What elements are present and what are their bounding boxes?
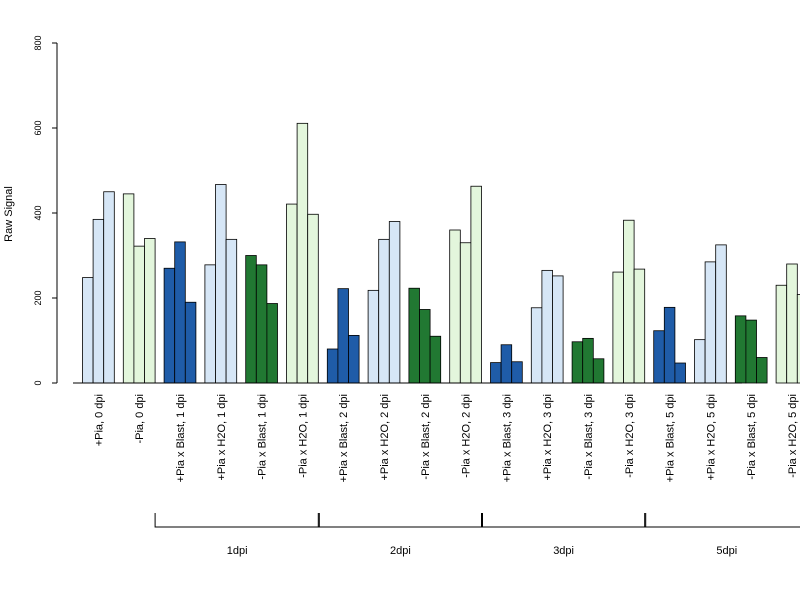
bar: [695, 340, 706, 383]
bar: [246, 256, 257, 384]
category-label: -Pia x H2O, 1 dpi: [297, 394, 309, 478]
bar: [83, 278, 94, 383]
category-label: -Pia x Blast, 1 dpi: [257, 394, 269, 480]
bar: [553, 276, 564, 383]
bar: [501, 345, 512, 383]
group-bracket: [155, 513, 319, 527]
bar: [389, 222, 400, 384]
category-label: +Pia x H2O, 3 dpi: [542, 394, 554, 481]
category-label: -Pia x H2O, 3 dpi: [624, 394, 636, 478]
bar: [308, 214, 319, 383]
category-label: +Pia x Blast, 3 dpi: [501, 394, 513, 482]
bars: [83, 123, 800, 383]
bar: [327, 349, 338, 383]
bar: [613, 272, 624, 383]
bar: [287, 204, 298, 383]
bar: [205, 265, 216, 383]
bar: [664, 307, 675, 383]
category-label: -Pia x Blast, 2 dpi: [420, 394, 432, 480]
bar: [297, 123, 308, 383]
y-tick-label: 400: [33, 205, 43, 220]
bar: [267, 304, 278, 383]
bar: [134, 246, 145, 383]
category-labels: +Pia, 0 dpi -Pia, 0 dpi +Pia x Blast, 1 dp…: [93, 394, 799, 482]
bar: [491, 363, 502, 383]
bar: [746, 320, 757, 383]
bar: [776, 285, 787, 383]
bar: [716, 245, 727, 383]
bar: [93, 219, 104, 383]
bar: [368, 290, 379, 383]
bar: [226, 239, 237, 383]
bar: [256, 265, 267, 383]
bar: [379, 239, 390, 383]
group-bracket: [318, 513, 482, 527]
group-label: 3dpi: [553, 545, 574, 557]
bar: [787, 264, 798, 383]
category-label: +Pia x H2O, 5 dpi: [705, 394, 717, 481]
bar: [420, 309, 431, 383]
bar: [175, 242, 186, 383]
y-axis-title: Raw Signal: [3, 186, 15, 242]
group-label: 2dpi: [390, 545, 411, 557]
y-tick-label: 0: [33, 380, 43, 385]
bar: [735, 316, 746, 383]
category-label: -Pia x H2O, 5 dpi: [787, 394, 799, 478]
category-label: +Pia x Blast, 2 dpi: [338, 394, 350, 482]
category-label: -Pia x H2O, 2 dpi: [461, 394, 473, 478]
group-brackets: 1dpi 2dpi 3dpi 5dpi: [155, 513, 800, 557]
bar: [349, 335, 360, 383]
group-bracket: [645, 513, 800, 527]
bar: [705, 262, 716, 383]
bar: [634, 269, 645, 383]
bar: [512, 362, 523, 383]
bar: [145, 239, 156, 384]
bar: [675, 363, 686, 383]
bar: [583, 338, 594, 383]
y-tick-label: 200: [33, 290, 43, 305]
category-label: -Pia x Blast, 5 dpi: [746, 394, 758, 480]
category-label: +Pia x H2O, 1 dpi: [216, 394, 228, 481]
bar: [164, 268, 175, 383]
category-label: +Pia x Blast, 5 dpi: [665, 394, 677, 482]
bar: [123, 194, 134, 383]
bar: [338, 289, 349, 383]
bar: [531, 308, 542, 383]
group-bracket: [482, 513, 646, 527]
bar: [104, 192, 115, 383]
category-label: -Pia x Blast, 3 dpi: [583, 394, 595, 480]
category-label: +Pia x Blast, 1 dpi: [175, 394, 187, 482]
category-label: -Pia, 0 dpi: [134, 394, 146, 444]
bar: [409, 288, 420, 383]
group-label: 1dpi: [227, 545, 248, 557]
bar: [757, 358, 768, 384]
bar: [460, 243, 471, 383]
bar: [624, 220, 635, 383]
bar: [593, 359, 604, 383]
category-label: +Pia, 0 dpi: [93, 394, 105, 446]
bar: [542, 270, 553, 383]
bar: [471, 186, 482, 383]
bar: [572, 342, 583, 383]
bar: [654, 331, 665, 383]
group-label: 5dpi: [716, 545, 737, 557]
y-tick-label: 600: [33, 120, 43, 135]
category-label: +Pia x H2O, 2 dpi: [379, 394, 391, 481]
y-tick-label: 800: [33, 35, 43, 50]
bar: [430, 336, 441, 383]
bar: [185, 302, 196, 383]
bar: [450, 230, 461, 383]
bar: [216, 185, 227, 383]
y-axis: 0 200 400 600 800: [33, 35, 57, 385]
